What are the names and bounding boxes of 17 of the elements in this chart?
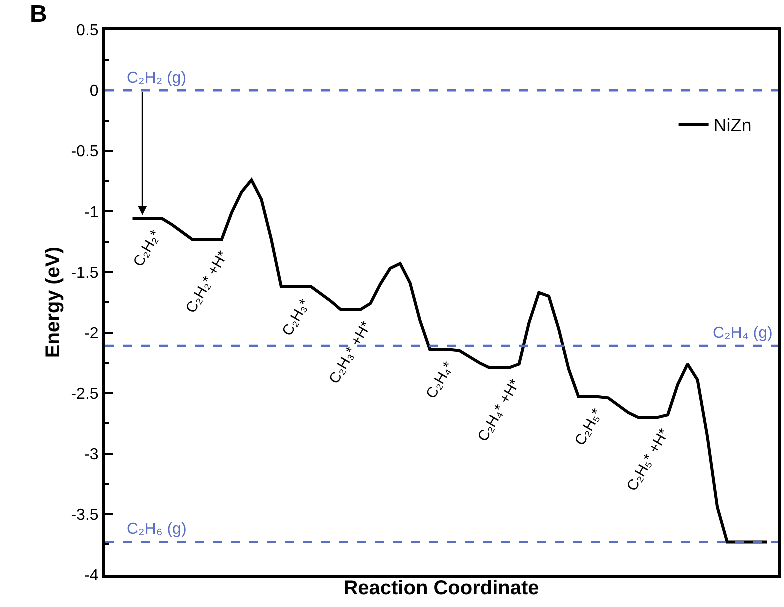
y-tick-label: 0 — [90, 83, 99, 100]
ref-line-label: C₂H₂ (g) — [127, 70, 187, 87]
y-tick-label: 0.5 — [76, 22, 99, 40]
y-tick-label: -2 — [84, 325, 99, 342]
y-axis-title: Energy (eV) — [42, 246, 65, 358]
y-tick-label: -1.5 — [71, 264, 99, 282]
ref-line-label: C₂H₆ (g) — [127, 521, 187, 538]
y-tick-label: -0.5 — [71, 144, 99, 161]
y-tick-label: -4 — [84, 568, 99, 585]
legend-label: NiZn — [714, 116, 752, 136]
x-axis-title: Reaction Coordinate — [344, 578, 540, 600]
chart-title: B — [30, 1, 48, 28]
ref-line-label: C₂H₄ (g) — [713, 325, 773, 342]
y-tick-label: -3.5 — [71, 507, 99, 524]
y-tick-label: -3 — [84, 446, 99, 464]
y-tick-label: -1 — [84, 204, 99, 222]
y-tick-label: -2.5 — [71, 386, 99, 403]
